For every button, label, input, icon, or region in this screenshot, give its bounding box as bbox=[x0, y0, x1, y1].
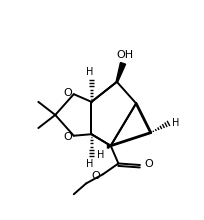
Text: O: O bbox=[145, 159, 153, 169]
Text: H: H bbox=[86, 67, 94, 77]
Text: O: O bbox=[63, 88, 72, 98]
Text: OH: OH bbox=[116, 50, 133, 60]
Polygon shape bbox=[116, 62, 126, 82]
Text: H: H bbox=[97, 150, 104, 160]
Text: O: O bbox=[63, 132, 72, 141]
Text: H: H bbox=[172, 118, 179, 128]
Text: H: H bbox=[86, 159, 94, 169]
Text: O: O bbox=[91, 171, 100, 181]
